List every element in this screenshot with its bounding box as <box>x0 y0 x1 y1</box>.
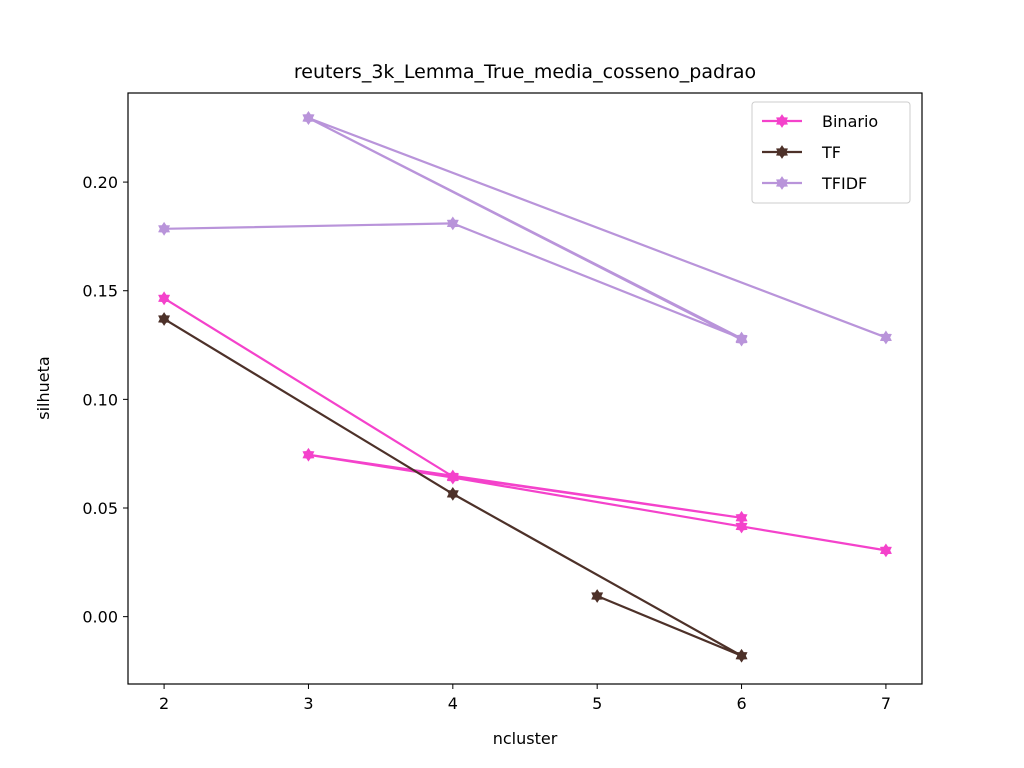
x-tick-label: 5 <box>592 694 602 713</box>
x-tick-label: 2 <box>159 694 169 713</box>
chart-title: reuters_3k_Lemma_True_media_cosseno_padr… <box>294 61 756 83</box>
data-point <box>735 648 748 663</box>
y-tick-label: 0.00 <box>82 608 118 627</box>
data-point <box>302 447 315 462</box>
legend-item-binario: Binario <box>762 112 878 131</box>
data-point <box>158 312 171 326</box>
data-point <box>879 543 892 558</box>
data-point <box>446 486 459 501</box>
y-tick-label: 0.15 <box>82 282 118 301</box>
data-point <box>302 111 315 125</box>
x-axis: 2 3 4 5 6 7 <box>159 684 891 713</box>
data-point <box>446 216 459 231</box>
plot-frame <box>127 92 923 685</box>
legend-item-tf: TF <box>762 143 841 162</box>
legend-swatch-marker <box>776 114 788 128</box>
y-tick-label: 0.20 <box>82 173 118 192</box>
y-tick-label: 0.10 <box>82 390 118 409</box>
y-axis: 0.00 0.05 0.10 0.15 0.20 <box>82 173 128 627</box>
data-point <box>735 332 748 347</box>
series-binario <box>158 291 892 558</box>
y-axis-title: silhueta <box>34 356 53 419</box>
x-tick-label: 6 <box>736 694 746 713</box>
data-point <box>446 470 459 485</box>
data-point <box>735 519 748 534</box>
series-line <box>163 318 743 657</box>
legend-label: Binario <box>822 112 878 131</box>
x-tick-label: 4 <box>448 694 458 713</box>
data-point <box>879 330 892 345</box>
legend-swatch-marker <box>776 145 788 159</box>
x-tick-label: 3 <box>303 694 313 713</box>
x-tick-label: 7 <box>881 694 891 713</box>
plot-area <box>158 111 892 663</box>
data-point <box>591 589 604 603</box>
legend-label: TF <box>821 143 841 162</box>
legend-box <box>751 101 911 204</box>
legend: Binario TF TFIDF <box>751 101 911 204</box>
series-tf <box>158 312 748 663</box>
legend-label: TFIDF <box>821 174 867 193</box>
x-axis-title: ncluster <box>493 729 558 748</box>
data-point <box>158 221 171 236</box>
data-point <box>158 291 171 306</box>
y-tick-label: 0.05 <box>82 499 118 518</box>
series-tfidf <box>158 111 892 347</box>
legend-swatch-marker <box>776 176 788 190</box>
legend-item-tfidf: TFIDF <box>762 174 867 193</box>
